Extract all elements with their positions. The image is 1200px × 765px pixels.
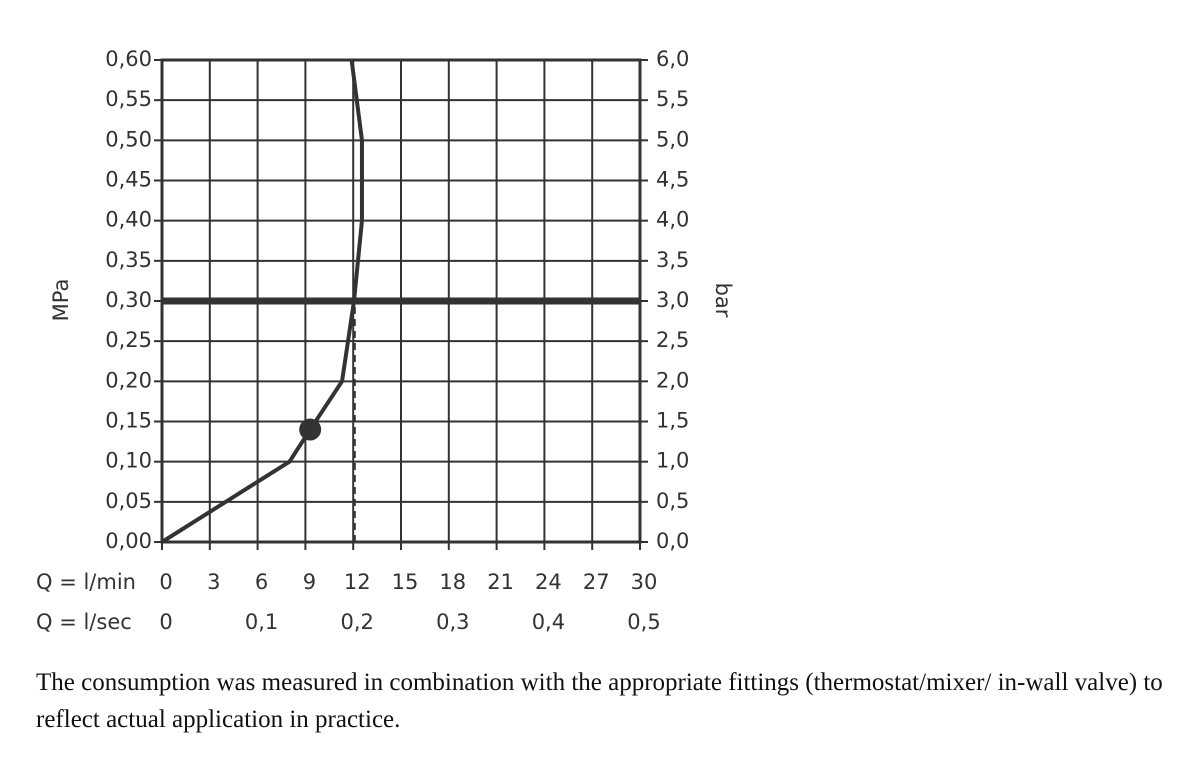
- y-tick-label: 0,35: [105, 248, 152, 272]
- data-line: [160, 59, 364, 544]
- y2-axis-label: bar: [711, 283, 735, 318]
- y-tick-label: 0,25: [105, 328, 152, 352]
- y-tick-label: 0,00: [105, 529, 152, 553]
- x2-tick-label: 0,1: [245, 610, 278, 634]
- x-tick-label: 12: [344, 570, 371, 594]
- data-marker: [299, 418, 322, 441]
- y2-tick-label: 0,0: [656, 529, 689, 553]
- x-tick-label: 18: [439, 570, 466, 594]
- y-axis-label: MPa: [49, 279, 73, 322]
- y2-tick-label: 1,5: [656, 409, 689, 433]
- y2-tick-label: 0,5: [656, 489, 689, 513]
- x-tick-label: 24: [535, 570, 562, 594]
- y-tick-label: 0,50: [105, 127, 152, 151]
- y2-tick-label: 2,0: [656, 368, 689, 392]
- x2-tick-label: 0,5: [627, 610, 660, 634]
- caption: The consumption was measured in combinat…: [36, 669, 1163, 733]
- chart: Q = l/min Q = l/sec MPa bar 0,000,050,10…: [36, 47, 735, 634]
- x2-tick-label: 0: [159, 610, 172, 634]
- x-axis-label: Q = l/min: [36, 570, 136, 594]
- x2-axis-label: Q = l/sec: [36, 610, 132, 634]
- y2-tick-label: 1,0: [656, 449, 689, 473]
- x2-tick-label: 0,2: [340, 610, 373, 634]
- y2-tick-label: 6,0: [656, 47, 689, 71]
- x-tick-label: 30: [631, 570, 658, 594]
- y2-tick-label: 3,0: [656, 288, 689, 312]
- y-tick-label: 0,45: [105, 168, 152, 192]
- y2-tick-label: 5,0: [656, 127, 689, 151]
- y-tick-label: 0,15: [105, 409, 152, 433]
- x2-tick-label: 0,4: [532, 610, 565, 634]
- x-tick-label: 0: [159, 570, 172, 594]
- y-tick-label: 0,55: [105, 87, 152, 111]
- x-tick-label: 9: [303, 570, 316, 594]
- y-tick-label: 0,10: [105, 449, 152, 473]
- y2-tick-label: 2,5: [656, 328, 689, 352]
- x-tick-label: 15: [392, 570, 419, 594]
- x-tick-label: 3: [207, 570, 220, 594]
- y-tick-label: 0,60: [105, 47, 152, 71]
- y2-tick-label: 4,0: [656, 208, 689, 232]
- y2-tick-label: 3,5: [656, 248, 689, 272]
- y-tick-label: 0,30: [105, 288, 152, 312]
- y-tick-label: 0,20: [105, 368, 152, 392]
- y-tick-label: 0,40: [105, 208, 152, 232]
- y-tick-label: 0,05: [105, 489, 152, 513]
- x2-tick-label: 0,3: [436, 610, 469, 634]
- x-tick-label: 21: [487, 570, 514, 594]
- x-tick-label: 27: [583, 570, 610, 594]
- y2-tick-label: 5,5: [656, 87, 689, 111]
- x-tick-label: 6: [255, 570, 268, 594]
- y2-tick-label: 4,5: [656, 168, 689, 192]
